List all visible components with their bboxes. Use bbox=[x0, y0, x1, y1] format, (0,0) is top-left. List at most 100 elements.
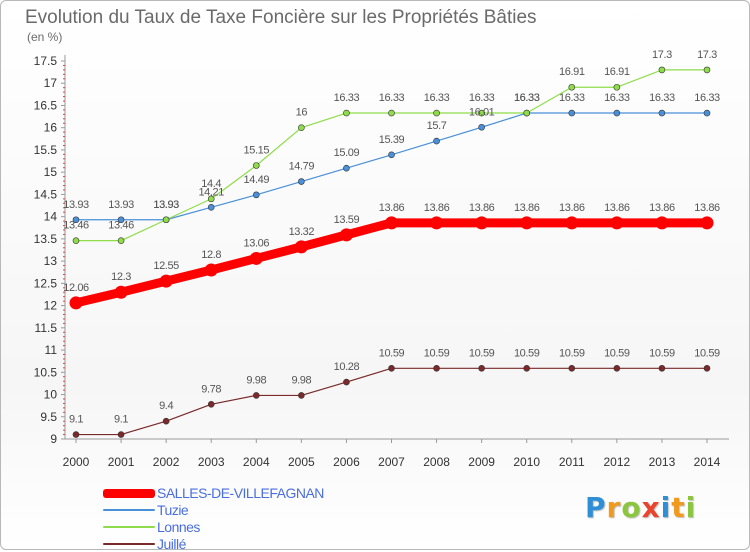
data-label: 16.33 bbox=[379, 92, 405, 104]
y-tick-label: 14 bbox=[44, 210, 58, 224]
proxiti-logo: Proxiti bbox=[585, 491, 696, 524]
data-point bbox=[298, 178, 305, 185]
data-point bbox=[655, 216, 669, 230]
y-tick-label: 16 bbox=[44, 121, 58, 135]
y-tick-label: 9.5 bbox=[40, 410, 57, 424]
logo-letter: x bbox=[641, 491, 661, 524]
data-point bbox=[159, 274, 173, 288]
data-label: 10.59 bbox=[694, 347, 720, 359]
chart-title: Evolution du Taux de Taxe Foncière sur l… bbox=[25, 7, 537, 28]
data-point bbox=[207, 204, 215, 211]
data-label: 13.93 bbox=[153, 199, 179, 211]
data-label: 13.59 bbox=[334, 214, 360, 226]
data-label: 10.59 bbox=[514, 347, 540, 359]
x-tick-label: 2008 bbox=[423, 455, 450, 469]
data-label: 13.46 bbox=[108, 220, 134, 232]
legend-swatch bbox=[103, 509, 155, 511]
data-label: 12.06 bbox=[63, 282, 89, 294]
y-tick-label: 12.5 bbox=[34, 276, 58, 290]
data-label: 13.86 bbox=[469, 202, 495, 214]
legend-item: Tuzie bbox=[103, 502, 189, 518]
data-point bbox=[207, 195, 215, 203]
data-point bbox=[294, 240, 308, 254]
data-label: 16.91 bbox=[559, 66, 585, 78]
data-label: 15.15 bbox=[244, 145, 270, 157]
x-tick-label: 2003 bbox=[198, 455, 225, 469]
y-tick-label: 16.5 bbox=[34, 98, 58, 112]
data-label: 17.3 bbox=[652, 49, 672, 61]
logo-letter: P bbox=[585, 491, 607, 524]
data-label: 16.33 bbox=[604, 92, 630, 104]
data-point bbox=[613, 83, 621, 91]
data-point bbox=[339, 228, 353, 242]
data-point bbox=[475, 216, 489, 230]
data-point bbox=[117, 237, 125, 244]
data-label: 15.7 bbox=[427, 120, 447, 132]
y-tick-label: 13.5 bbox=[34, 232, 58, 246]
data-point bbox=[252, 392, 260, 399]
data-label: 14.79 bbox=[289, 161, 315, 173]
y-tick-label: 15 bbox=[44, 165, 58, 179]
data-point bbox=[162, 417, 170, 425]
logo-letter: o bbox=[621, 491, 642, 524]
data-point bbox=[388, 364, 395, 372]
data-point bbox=[478, 364, 485, 372]
data-label: 13.46 bbox=[63, 220, 89, 232]
series-lines bbox=[69, 66, 714, 438]
legend-item: SALLES-DE-VILLEFAGNAN bbox=[103, 485, 324, 501]
data-label: 13.32 bbox=[289, 226, 315, 238]
y-tick-label: 17 bbox=[44, 76, 58, 90]
y-tick-label: 13 bbox=[44, 254, 58, 268]
data-label: 17.3 bbox=[697, 49, 717, 61]
data-point bbox=[520, 216, 534, 230]
data-label: 13.93 bbox=[153, 199, 179, 211]
data-point bbox=[703, 364, 711, 372]
data-point bbox=[430, 216, 444, 230]
data-point bbox=[433, 364, 440, 372]
data-label: 14.4 bbox=[201, 178, 221, 190]
data-point bbox=[523, 364, 531, 372]
x-tick-label: 2002 bbox=[153, 455, 180, 469]
data-label: 13.93 bbox=[108, 199, 134, 211]
data-point bbox=[252, 162, 260, 169]
data-point bbox=[298, 392, 305, 399]
data-point bbox=[343, 164, 350, 172]
data-point bbox=[72, 216, 80, 224]
data-label: 16.91 bbox=[604, 66, 630, 78]
data-label: 13.86 bbox=[379, 202, 405, 214]
data-point bbox=[252, 191, 260, 199]
data-point bbox=[613, 109, 621, 117]
data-label: 10.59 bbox=[424, 347, 450, 359]
y-tick-label: 9 bbox=[50, 432, 57, 446]
data-label: 16.33 bbox=[514, 92, 540, 104]
legend-label: Lonnes bbox=[157, 519, 200, 535]
y-tick-label: 10.5 bbox=[34, 365, 58, 379]
x-tick-label: 2005 bbox=[288, 455, 315, 469]
data-label: 13.06 bbox=[244, 237, 270, 249]
data-point bbox=[69, 296, 83, 310]
data-label: 13.93 bbox=[63, 199, 89, 211]
data-point bbox=[388, 109, 395, 117]
data-point bbox=[343, 109, 350, 117]
y-tick-label: 10 bbox=[44, 388, 58, 402]
x-tick-label: 2014 bbox=[694, 455, 721, 469]
data-point bbox=[72, 431, 80, 438]
data-label: 12.3 bbox=[111, 271, 131, 283]
data-point bbox=[385, 216, 398, 230]
logo-letter: t bbox=[671, 491, 686, 524]
logo-letter: r bbox=[606, 491, 622, 524]
data-point bbox=[523, 109, 531, 117]
data-label: 10.59 bbox=[604, 347, 630, 359]
data-label: 16.33 bbox=[649, 92, 675, 104]
data-label: 16.33 bbox=[559, 92, 585, 104]
x-tick-label: 2000 bbox=[63, 455, 90, 469]
data-point bbox=[388, 151, 395, 159]
data-label: 16 bbox=[296, 107, 308, 119]
data-label: 13.86 bbox=[424, 202, 450, 214]
data-labels: 13.93 13.93 13.93 14.21 14.49 14.79 15.09 15.39… bbox=[63, 49, 720, 426]
legend-label: SALLES-DE-VILLEFAGNAN bbox=[157, 485, 324, 501]
chart-axes: 9 9.5 10 10.5 11 11.5 12 12.5 13 13.5 14 14.5 15 15.5… bbox=[34, 54, 729, 469]
data-point bbox=[114, 285, 128, 299]
data-label: 12.55 bbox=[153, 260, 179, 272]
legend-item: Lonnes bbox=[103, 519, 200, 535]
